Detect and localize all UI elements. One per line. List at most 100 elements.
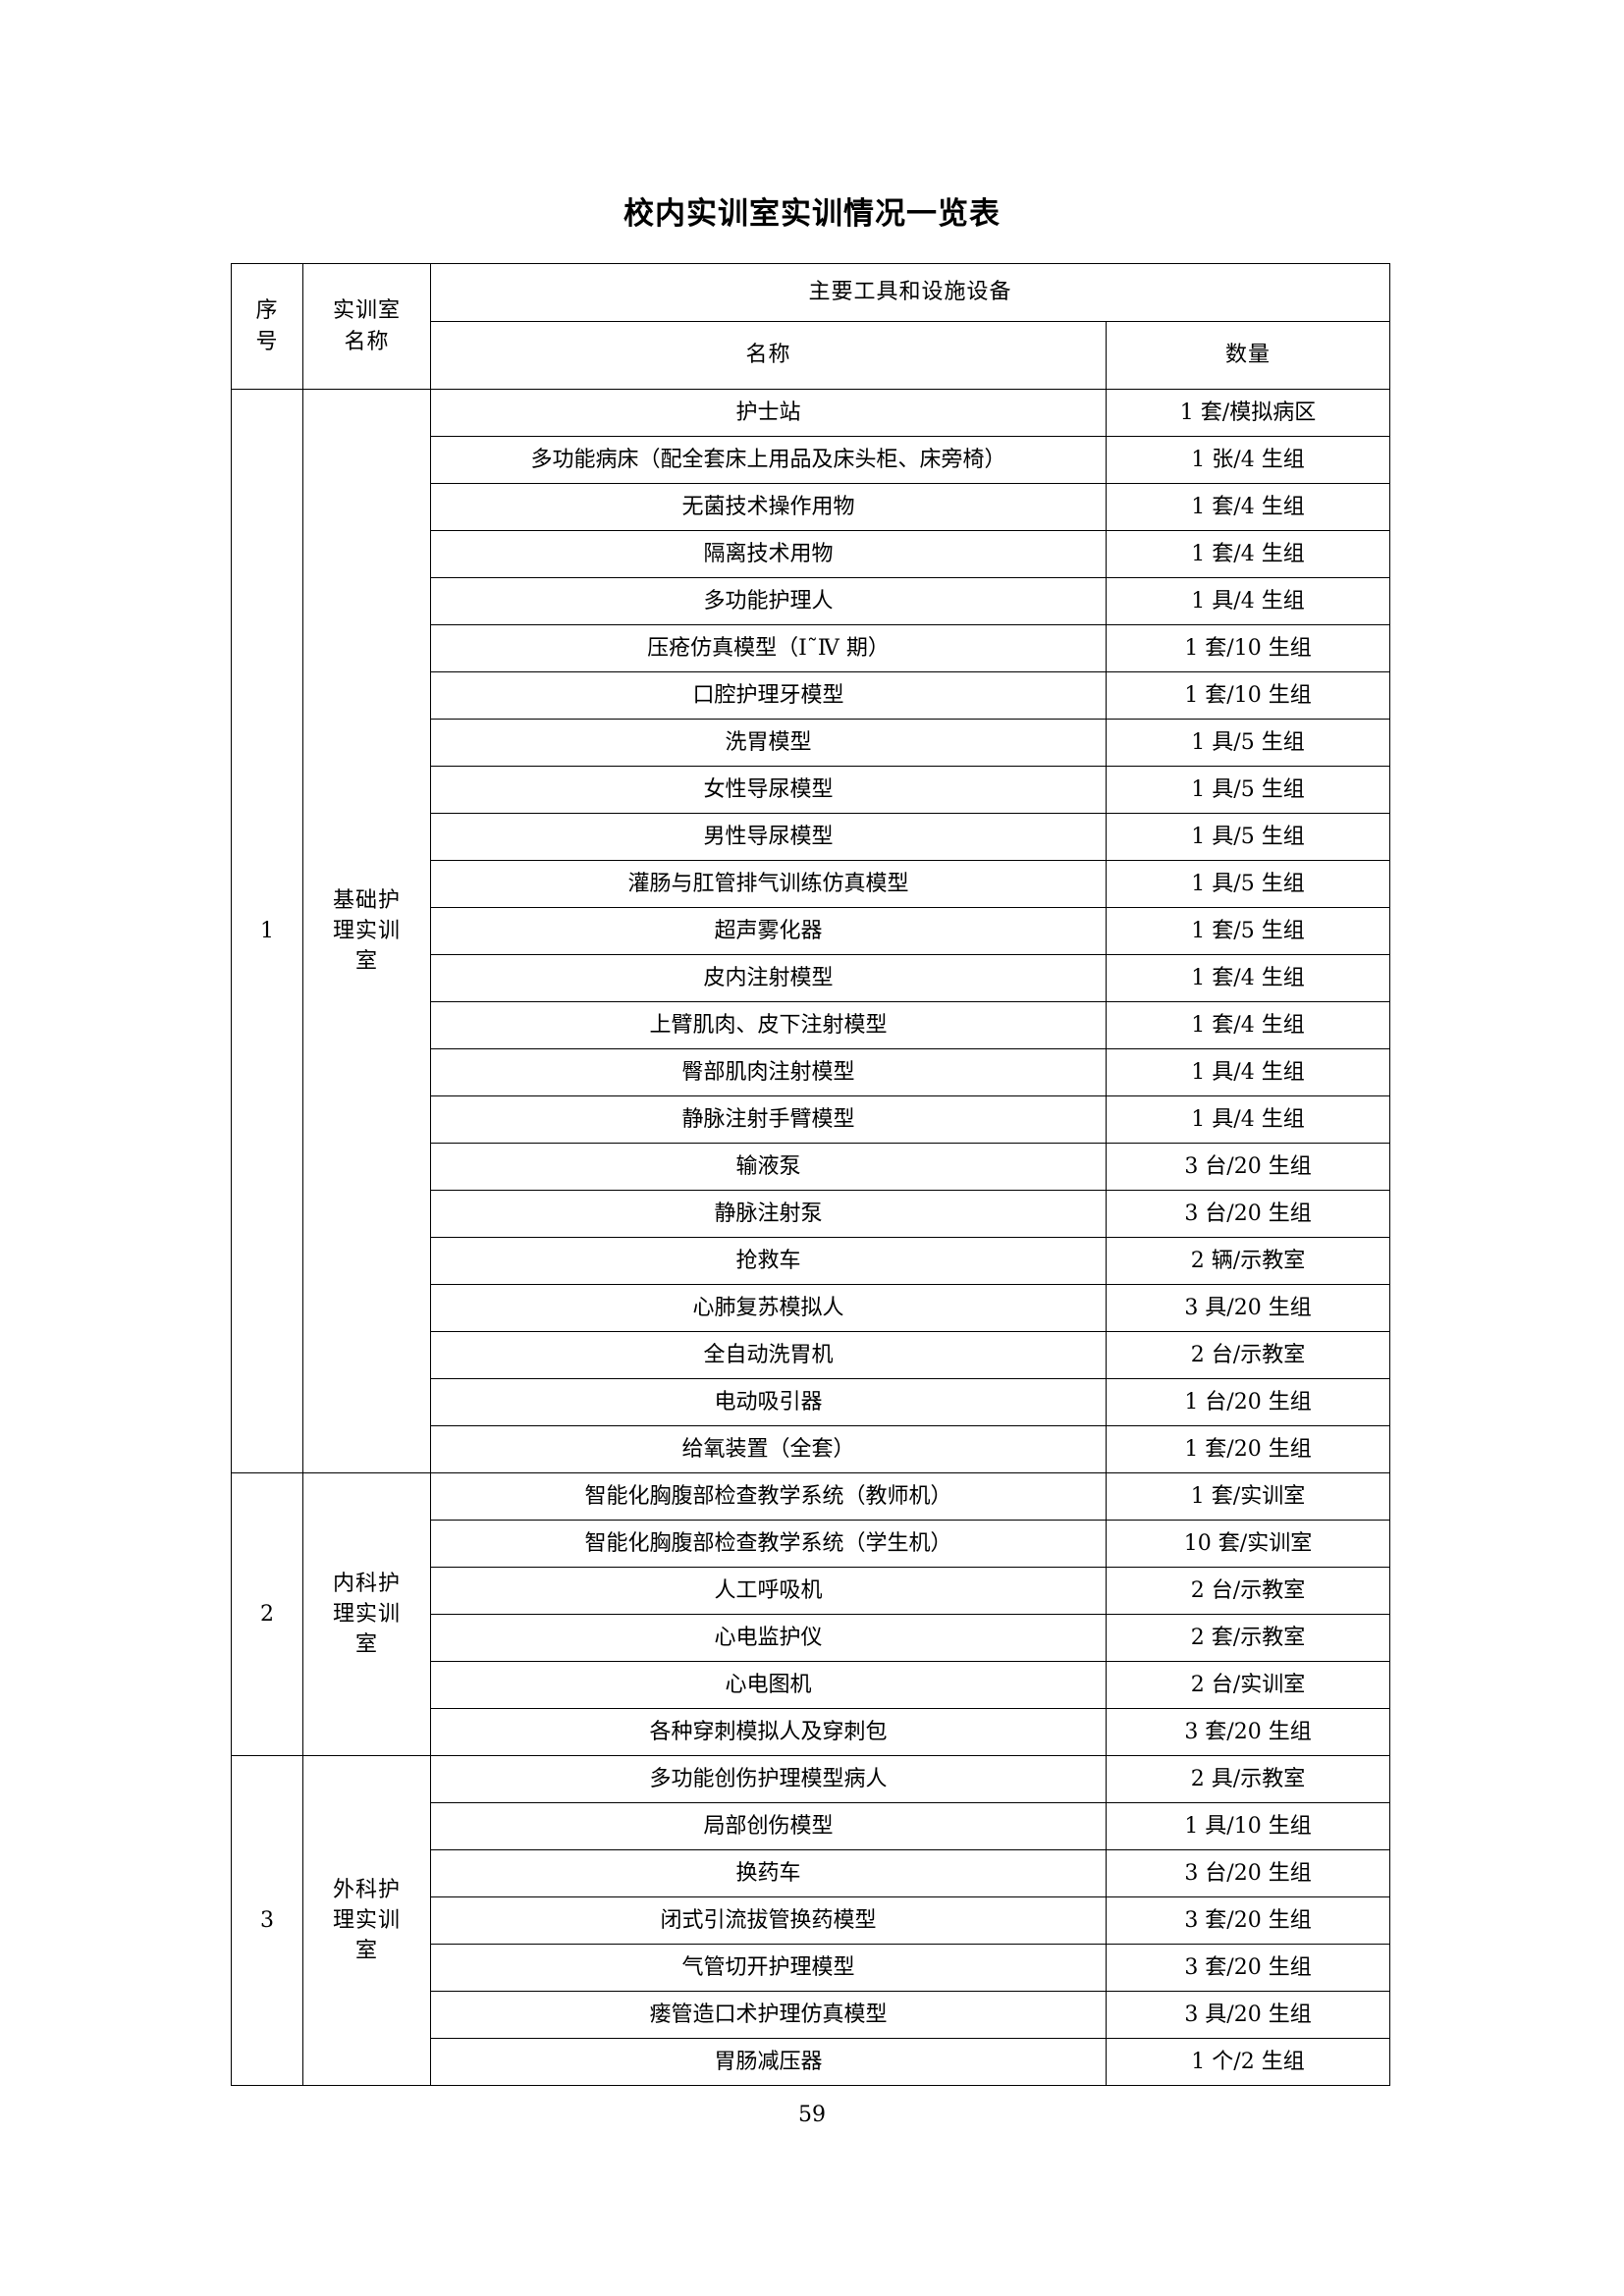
table-header-row-2: 名称 数量 xyxy=(232,321,1391,390)
equipment-name-cell: 女性导尿模型 xyxy=(430,766,1107,814)
equipment-quantity-cell: 2 台/示教室 xyxy=(1105,1331,1391,1379)
table-row: 输液泵 3 台/20 生组 xyxy=(232,1143,1391,1191)
column-header-seq: 序 号 xyxy=(231,263,303,390)
table-row: 心肺复苏模拟人 3 具/20 生组 xyxy=(232,1284,1391,1332)
equipment-quantity-cell: 1 套/4 生组 xyxy=(1105,483,1391,531)
section-lab-name: 内科护 理实训室 xyxy=(302,1472,431,1756)
equipment-quantity-cell: 1 具/5 生组 xyxy=(1105,813,1391,861)
table-row: 静脉注射泵 3 台/20 生组 xyxy=(232,1190,1391,1238)
equipment-name-cell: 心电图机 xyxy=(430,1661,1107,1709)
table-row: 上臂肌肉、皮下注射模型 1 套/4 生组 xyxy=(232,1001,1391,1049)
equipment-quantity-cell: 3 台/20 生组 xyxy=(1105,1849,1391,1897)
column-header-equipment-qty: 数量 xyxy=(1105,321,1391,390)
equipment-quantity-cell: 3 套/20 生组 xyxy=(1105,1944,1391,1992)
equipment-quantity-cell: 1 具/4 生组 xyxy=(1105,1048,1391,1096)
equipment-name-cell: 灌肠与肛管排气训练仿真模型 xyxy=(430,860,1107,908)
table-row: 智能化胸腹部检查教学系统（学生机） 10 套/实训室 xyxy=(232,1520,1391,1568)
equipment-quantity-cell: 10 套/实训室 xyxy=(1105,1520,1391,1568)
equipment-quantity-cell: 1 套/10 生组 xyxy=(1105,671,1391,720)
column-header-seq-line1: 序 xyxy=(255,298,279,324)
table-row: 心电监护仪 2 套/示教室 xyxy=(232,1614,1391,1662)
equipment-quantity-cell: 3 套/20 生组 xyxy=(1105,1708,1391,1756)
equipment-name-cell: 换药车 xyxy=(430,1849,1107,1897)
section-lab-name-line1: 外科护 xyxy=(332,1877,401,1902)
equipment-quantity-cell: 1 具/4 生组 xyxy=(1105,577,1391,625)
equipment-name-cell: 臀部肌肉注射模型 xyxy=(430,1048,1107,1096)
table-row: 全自动洗胃机 2 台/示教室 xyxy=(232,1331,1391,1379)
equipment-name-cell: 静脉注射泵 xyxy=(430,1190,1107,1238)
table-row: 局部创伤模型 1 具/10 生组 xyxy=(232,1802,1391,1850)
column-header-lab-name-line2: 名称 xyxy=(344,329,390,354)
equipment-name-cell: 上臂肌肉、皮下注射模型 xyxy=(430,1001,1107,1049)
equipment-quantity-cell: 2 套/示教室 xyxy=(1105,1614,1391,1662)
equipment-name-cell: 男性导尿模型 xyxy=(430,813,1107,861)
equipment-name-cell: 护士站 xyxy=(430,389,1107,437)
equipment-quantity-cell: 3 台/20 生组 xyxy=(1105,1143,1391,1191)
column-header-seq-line2: 号 xyxy=(255,329,279,354)
equipment-name-cell: 智能化胸腹部检查教学系统（学生机） xyxy=(430,1520,1107,1568)
equipment-name-cell: 人工呼吸机 xyxy=(430,1567,1107,1615)
equipment-quantity-cell: 1 具/10 生组 xyxy=(1105,1802,1391,1850)
equipment-quantity-cell: 1 套/4 生组 xyxy=(1105,1001,1391,1049)
table-row: 超声雾化器 1 套/5 生组 xyxy=(232,907,1391,955)
equipment-name-cell: 闭式引流拔管换药模型 xyxy=(430,1896,1107,1945)
equipment-name-cell: 口腔护理牙模型 xyxy=(430,671,1107,720)
column-header-equipment-name: 名称 xyxy=(430,321,1107,390)
equipment-name-cell: 输液泵 xyxy=(430,1143,1107,1191)
column-header-lab-name: 实训室 名称 xyxy=(302,263,431,390)
equipment-name-cell: 多功能护理人 xyxy=(430,577,1107,625)
table-row: 电动吸引器 1 台/20 生组 xyxy=(232,1378,1391,1426)
section-lab-name-line1: 基础护 xyxy=(332,887,401,913)
section-sequence-number: 1 xyxy=(231,389,303,1473)
table-row: 2 内科护 理实训室智能化胸腹部检查教学系统（教师机） 1 套/实训室 xyxy=(231,1472,1391,1756)
table-row: 3 外科护 理实训室多功能创伤护理模型病人 2 具/示教室 xyxy=(231,1755,1391,2086)
table-row: 静脉注射手臂模型 1 具/4 生组 xyxy=(232,1095,1391,1144)
section-sequence-number: 2 xyxy=(231,1472,303,1756)
table-row: 换药车 3 台/20 生组 xyxy=(232,1849,1391,1897)
equipment-name-cell: 瘘管造口术护理仿真模型 xyxy=(430,1991,1107,2039)
table-row: 抢救车 2 辆/示教室 xyxy=(232,1237,1391,1285)
equipment-name-cell: 各种穿刺模拟人及穿刺包 xyxy=(430,1708,1107,1756)
table-header-row-1: 序 号 实训室 名称 主要工具和设施设备 xyxy=(231,263,1391,390)
equipment-quantity-cell: 1 具/5 生组 xyxy=(1105,860,1391,908)
table-row: 灌肠与肛管排气训练仿真模型 1 具/5 生组 xyxy=(232,860,1391,908)
table-row: 洗胃模型 1 具/5 生组 xyxy=(232,719,1391,767)
table-row: 瘘管造口术护理仿真模型 3 具/20 生组 xyxy=(232,1991,1391,2039)
equipment-quantity-cell: 3 台/20 生组 xyxy=(1105,1190,1391,1238)
page-title: 校内实训室实训情况一览表 xyxy=(623,196,1001,232)
column-header-lab-name-line1: 实训室 xyxy=(332,298,401,324)
equipment-quantity-cell: 3 套/20 生组 xyxy=(1105,1896,1391,1945)
equipment-quantity-cell: 2 台/实训室 xyxy=(1105,1661,1391,1709)
equipment-name-cell: 洗胃模型 xyxy=(430,719,1107,767)
equipment-name-cell: 胃肠减压器 xyxy=(430,2038,1107,2086)
page-number: 59 xyxy=(798,2103,826,2127)
table-row: 1 基础护 理实训室护士站 1 套/模拟病区 xyxy=(231,389,1391,1473)
equipment-quantity-cell: 1 套/4 生组 xyxy=(1105,530,1391,578)
equipment-quantity-cell: 1 具/4 生组 xyxy=(1105,1095,1391,1144)
equipment-name-cell: 气管切开护理模型 xyxy=(430,1944,1107,1992)
table-row: 男性导尿模型 1 具/5 生组 xyxy=(232,813,1391,861)
section-lab-name-line3: 室 xyxy=(354,949,378,975)
equipment-quantity-cell: 1 套/模拟病区 xyxy=(1105,389,1391,437)
table-row: 口腔护理牙模型 1 套/10 生组 xyxy=(232,671,1391,720)
equipment-name-cell: 压疮仿真模型（Ⅰ˜Ⅳ 期） xyxy=(430,624,1107,672)
table-header: 序 号 实训室 名称 主要工具和设施设备 名称 数量 xyxy=(231,263,1391,390)
equipment-quantity-cell: 1 套/实训室 xyxy=(1105,1472,1391,1521)
equipment-name-cell: 电动吸引器 xyxy=(430,1378,1107,1426)
section-lab-name-line2: 理实训 xyxy=(332,1907,401,1933)
table-row: 压疮仿真模型（Ⅰ˜Ⅳ 期） 1 套/10 生组 xyxy=(232,624,1391,672)
equipment-name-cell: 静脉注射手臂模型 xyxy=(430,1095,1107,1144)
section-lab-name-line2: 理实训 xyxy=(332,918,401,943)
equipment-name-cell: 抢救车 xyxy=(430,1237,1107,1285)
section-lab-name: 外科护 理实训室 xyxy=(302,1755,431,2086)
section-lab-name: 基础护 理实训室 xyxy=(302,389,431,1473)
equipment-name-cell: 皮内注射模型 xyxy=(430,954,1107,1002)
section-sequence-number: 3 xyxy=(231,1755,303,2086)
equipment-quantity-cell: 2 台/示教室 xyxy=(1105,1567,1391,1615)
equipment-name-cell: 多功能创伤护理模型病人 xyxy=(430,1755,1107,1803)
equipment-name-cell: 心电监护仪 xyxy=(430,1614,1107,1662)
equipment-quantity-cell: 3 具/20 生组 xyxy=(1105,1991,1391,2039)
equipment-quantity-cell: 1 台/20 生组 xyxy=(1105,1378,1391,1426)
equipment-name-cell: 隔离技术用物 xyxy=(430,530,1107,578)
